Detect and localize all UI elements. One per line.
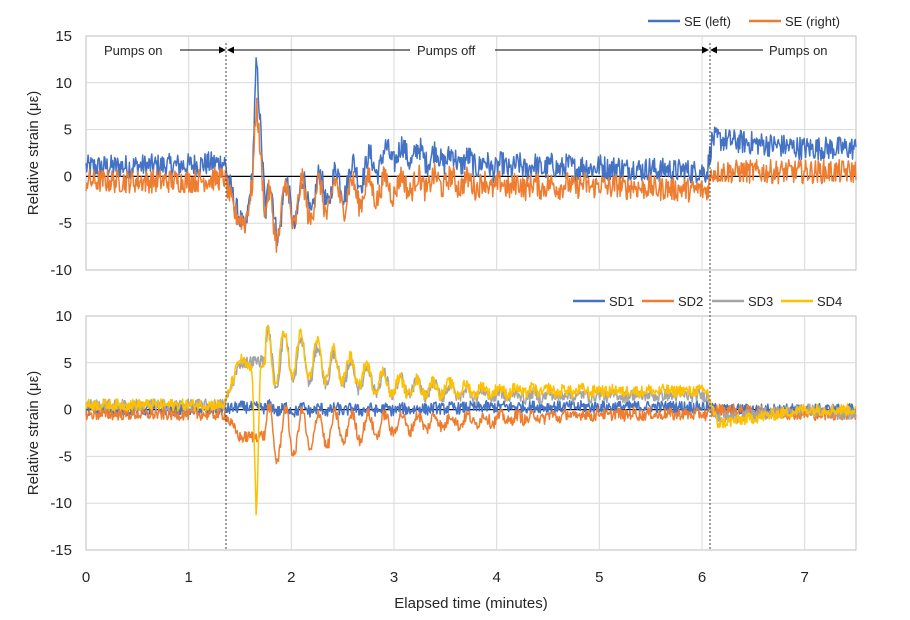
- y-tick-label: 5: [64, 122, 72, 139]
- top-panel: -10 -5 0 5 10 15 Relative strain (με) SE (lef…: [25, 14, 857, 279]
- bottom-panel: -15 -10 -5 0 5 10 0 1 2 3 4 5 6 7 Relative strain (μ…: [25, 294, 857, 612]
- legend-label-sd4: SD4: [817, 294, 842, 309]
- bottom-series-group: [85, 324, 857, 516]
- arrowhead-3-left: [710, 46, 717, 54]
- legend-label-sd2: SD2: [678, 294, 703, 309]
- phase-label-pumps-on-2: Pumps on: [769, 43, 828, 58]
- top-y-axis-title: Relative strain (με): [25, 91, 42, 216]
- bottom-gridlines: [86, 316, 856, 550]
- arrowhead-1-right: [219, 46, 226, 54]
- y-tick-label: 15: [55, 28, 72, 45]
- series-line-se-right: [85, 97, 857, 253]
- y-tick-label: 5: [64, 355, 72, 372]
- bottom-legend: SD1 SD2 SD3 SD4: [573, 294, 842, 309]
- top-y-tick-labels: -10 -5 0 5 10 15: [50, 28, 72, 279]
- x-tick-label: 6: [698, 569, 706, 586]
- arrowhead-2-right: [702, 46, 709, 54]
- arrowhead-2-left: [227, 46, 234, 54]
- y-tick-label: 10: [55, 75, 72, 92]
- y-tick-label: -10: [50, 262, 72, 279]
- y-tick-label: -5: [59, 215, 72, 232]
- legend-label-sd1: SD1: [609, 294, 634, 309]
- x-tick-label: 4: [492, 569, 500, 586]
- legend-label-se-left: SE (left): [684, 14, 731, 29]
- top-plot-frame: [85, 35, 857, 271]
- top-legend: SE (left) SE (right): [648, 14, 840, 29]
- bottom-y-axis-title: Relative strain (με): [25, 371, 42, 496]
- x-tick-labels: 0 1 2 3 4 5 6 7: [82, 569, 809, 586]
- bottom-plot-frame: [85, 315, 857, 551]
- y-tick-label: 0: [64, 168, 72, 185]
- series-line-sd4: [85, 325, 857, 516]
- top-series-group: [85, 57, 857, 253]
- x-tick-label: 3: [390, 569, 398, 586]
- y-tick-label: -15: [50, 542, 72, 559]
- x-axis-title: Elapsed time (minutes): [394, 595, 547, 612]
- x-tick-label: 2: [287, 569, 295, 586]
- legend-label-sd3: SD3: [748, 294, 773, 309]
- series-line-se-left: [85, 57, 857, 247]
- y-tick-label: 0: [64, 402, 72, 419]
- x-tick-label: 7: [800, 569, 808, 586]
- phase-label-pumps-on-1: Pumps on: [104, 43, 163, 58]
- y-tick-label: 10: [55, 308, 72, 325]
- y-tick-label: -5: [59, 448, 72, 465]
- legend-label-se-right: SE (right): [785, 14, 840, 29]
- series-line-sd2: [85, 402, 857, 465]
- phase-annotations: Pumps on Pumps off Pumps on: [104, 43, 828, 58]
- x-tick-label: 1: [184, 569, 192, 586]
- x-tick-label: 0: [82, 569, 90, 586]
- x-tick-label: 5: [595, 569, 603, 586]
- phase-label-pumps-off: Pumps off: [417, 43, 476, 58]
- y-tick-label: -10: [50, 495, 72, 512]
- bottom-y-tick-labels: -15 -10 -5 0 5 10: [50, 308, 72, 559]
- top-gridlines: [86, 36, 856, 270]
